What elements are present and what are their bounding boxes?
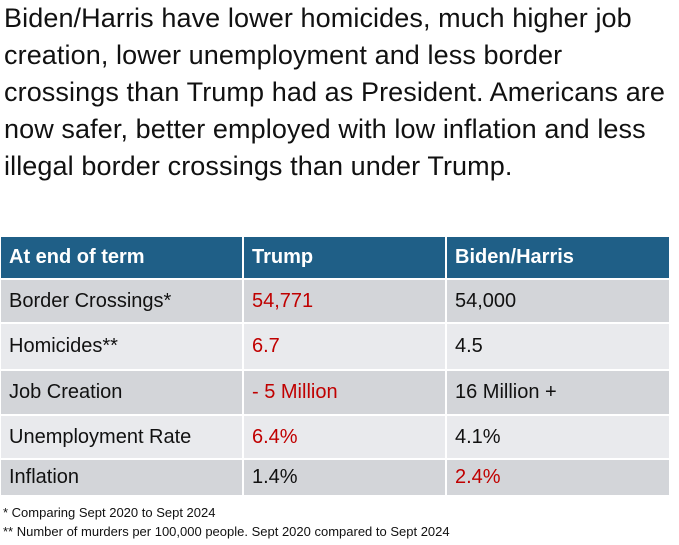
header-trump: Trump <box>243 237 447 279</box>
trump-value: 6.7 <box>243 322 447 370</box>
table-row: Unemployment Rate 6.4% 4.1% <box>1 414 669 459</box>
footnote-border-crossings: * Comparing Sept 2020 to Sept 2024 <box>3 505 216 520</box>
trump-value: 54,771 <box>243 278 447 323</box>
row-label: Unemployment Rate <box>1 414 244 459</box>
header-biden-harris: Biden/Harris <box>446 237 669 279</box>
row-label: Border Crossings* <box>1 278 244 323</box>
table-row: Border Crossings* 54,771 54,000 <box>1 278 669 323</box>
headline: Biden/Harris have lower homicides, much … <box>4 3 666 181</box>
trump-value: 1.4% <box>243 458 447 495</box>
footnote-homicides: ** Number of murders per 100,000 people.… <box>3 524 450 539</box>
biden-value: 4.5 <box>446 322 669 370</box>
header-at-end-of-term: At end of term <box>1 237 244 279</box>
trump-value: 6.4% <box>243 414 447 459</box>
trump-value: - 5 Million <box>243 369 447 415</box>
table-row: Inflation 1.4% 2.4% <box>1 458 669 495</box>
biden-value: 4.1% <box>446 414 669 459</box>
biden-value: 16 Million + <box>446 369 669 415</box>
table-header-row: At end of term Trump Biden/Harris <box>1 237 669 279</box>
table-row: Homicides** 6.7 4.5 <box>1 322 669 370</box>
row-label: Inflation <box>1 458 244 495</box>
row-label: Job Creation <box>1 369 244 415</box>
comparison-table: At end of term Trump Biden/Harris Border… <box>1 237 669 495</box>
biden-value: 54,000 <box>446 278 669 323</box>
row-label: Homicides** <box>1 322 244 370</box>
biden-value: 2.4% <box>446 458 669 495</box>
table-row: Job Creation - 5 Million 16 Million + <box>1 369 669 415</box>
